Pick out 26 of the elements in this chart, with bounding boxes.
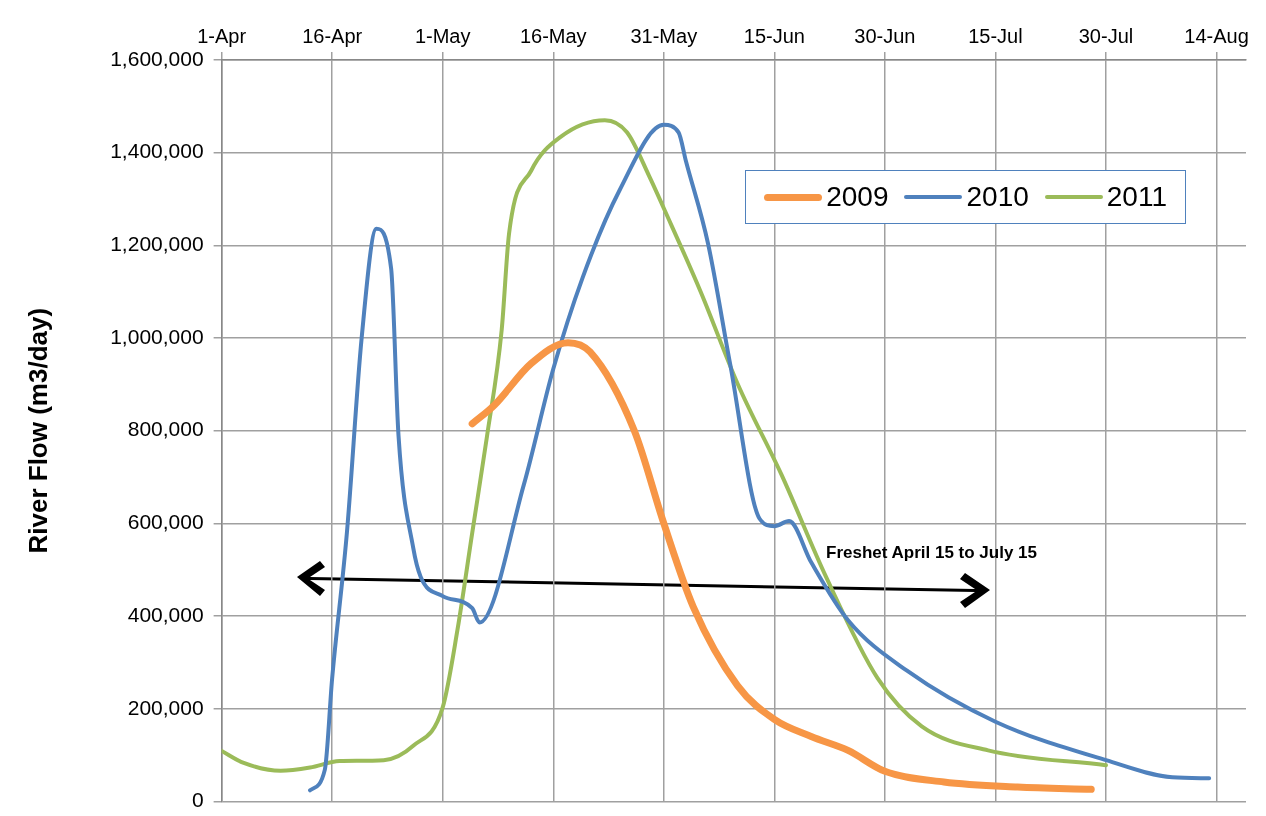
x-tick-label: 16-Apr [302,24,363,47]
y-tick-label: 800,000 [127,417,204,441]
legend-label: 2010 [966,181,1029,213]
legend-label: 2011 [1106,181,1167,213]
y-tick-label: 1,400,000 [110,139,204,163]
y-tick-label: 1,600,000 [110,46,204,70]
x-tick-label: 30-Jun [854,24,916,47]
annotation: Freshet April 15 to July 15 [826,543,1037,563]
x-tick-label: 1-May [414,24,471,47]
y-tick-label: 1,000,000 [110,324,204,348]
y-tick-label: 0 [191,788,204,812]
line-series [308,122,1212,793]
y-axis-title: River Flow (m3/day) [22,307,53,554]
x-tick-label: 15-Jun [743,24,805,47]
y-tick-label: 600,000 [127,510,204,534]
x-tick-label: 16-May [519,24,587,47]
y-tick-label: 1,200,000 [110,232,204,256]
x-tick-label: 14-Aug [1184,24,1249,47]
y-tick-label: 400,000 [127,602,204,626]
x-tick-label: 30-Jul [1078,24,1134,47]
legend-label: 2009 [826,181,889,213]
x-tick-label: 1-Apr [197,24,247,47]
y-tick-label: 200,000 [127,695,204,719]
line-series [221,118,1108,773]
x-tick-label: 31-May [630,24,698,47]
x-tick-label: 15-Jul [968,24,1023,47]
